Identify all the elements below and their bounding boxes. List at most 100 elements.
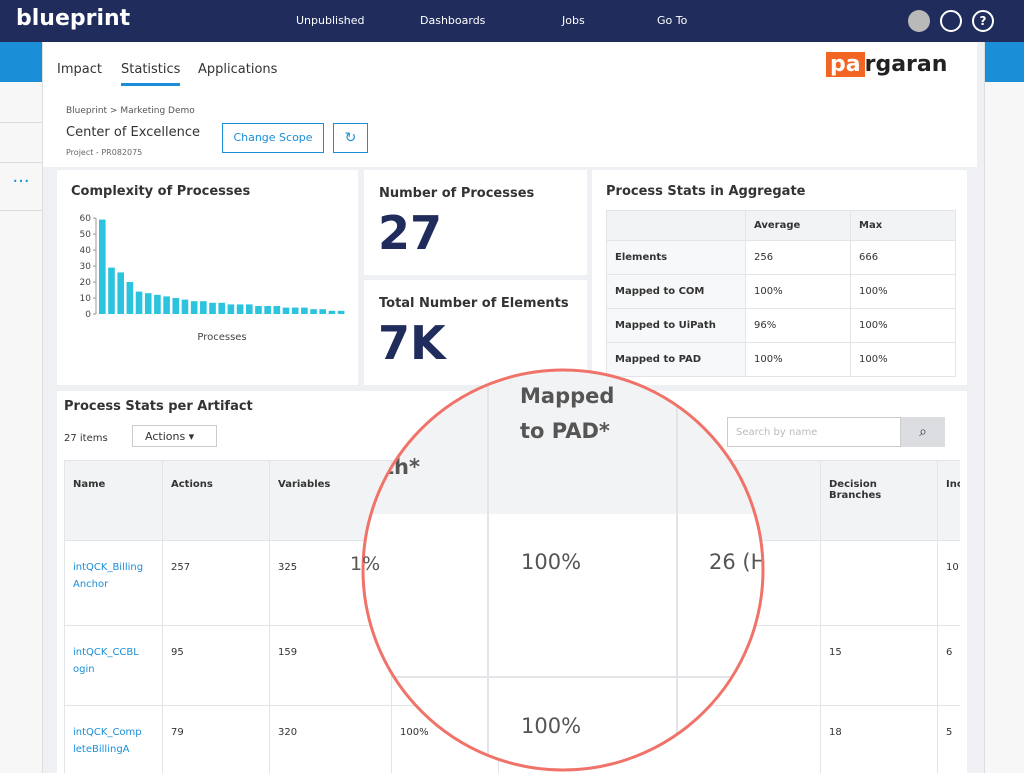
artifact-table-wrap: Name Actions Variables Mapped to COM* Decisi… [64,460,960,773]
bar [99,219,106,314]
tab[interactable]: Applications [198,62,278,77]
artifact-link[interactable]: intQCK_CCBLogin [64,625,163,706]
bar [154,294,161,314]
nav-item[interactable]: Dashboards [420,14,486,27]
cell: 100% [850,342,956,377]
bar [273,306,281,314]
y-tick-label: 60 [80,214,92,224]
cell: 100% [745,274,851,309]
y-tick-label: 50 [80,230,92,240]
search-button[interactable]: ⌕ [901,417,945,447]
change-scope-button[interactable]: Change Scope [222,123,324,153]
artifact-link[interactable]: intQCK_CompleteBillingA [64,705,163,773]
bar [172,298,180,314]
avatar[interactable] [908,10,930,32]
y-tick-label: 0 [85,310,91,320]
cell: 325 [269,540,392,626]
breadcrumb: Blueprint > Marketing Demo [66,106,195,116]
cell: 5 [937,705,960,773]
bar [163,296,170,314]
list-tab[interactable] [985,42,1024,82]
watermark-accent: pa [826,52,865,77]
bar [310,309,317,314]
cell: 95 [162,625,270,706]
y-tick-label: 30 [80,262,92,272]
cell: Mapped to PAD [606,342,746,377]
cell: 100% [391,625,499,706]
bar [319,309,327,314]
bar [200,301,207,314]
globe-tab[interactable] [0,42,42,82]
cell: 79 [162,705,270,773]
project-id: Project - PR082075 [66,148,143,157]
header-cell: Max [850,210,956,241]
complexity-panel: Complexity of Processes 0 10 20 30 40 50 60 Pro… [57,170,358,385]
bar [181,299,189,314]
bar [227,304,235,314]
header-cell: Average [745,210,851,241]
header-cell: Name [64,460,163,541]
nav-item[interactable]: Go To [657,14,688,27]
bar [282,307,290,314]
nav-item[interactable]: Unpublished [296,14,365,27]
cell [391,540,499,626]
search-input[interactable]: Search by name [727,417,901,447]
cell: 100% [850,308,956,343]
header-cell [498,460,821,541]
bar [190,301,198,314]
aggregate-panel: Process Stats in Aggregate Average Max Ele… [592,170,967,385]
bar [245,304,253,314]
cell: 18 [820,705,938,773]
cell: 100% [391,705,499,773]
refresh-button[interactable]: ↻ [333,123,368,153]
help-icon[interactable]: ? [972,10,994,32]
cell: 15 [820,625,938,706]
header-cell: Includes [937,460,960,541]
bar [236,304,244,314]
bar [218,302,226,314]
aggregate-row: Mapped to PAD 100% 100% [606,342,956,377]
artifact-panel: Process Stats per Artifact 27 items Acti… [57,391,967,773]
cell [498,625,821,706]
cell: 257 [162,540,270,626]
bar [144,293,152,314]
tab[interactable]: Impact [57,62,102,77]
logo[interactable]: blueprint [16,6,131,31]
stat-panel: Total Number of Elements 7K [364,280,587,385]
artifact-link[interactable]: intQCK_BillingAnchor [64,540,163,626]
settings-icon[interactable] [940,10,962,32]
cell: 96% [745,308,851,343]
stat-value: 7K [378,316,446,370]
cell [498,705,821,773]
artifact-table: Name Actions Variables Mapped to COM* Decisi… [64,460,960,773]
stat-label: Number of Processes [379,186,535,201]
cube-tab[interactable] [0,82,42,123]
watermark-rest: rgaran [864,52,948,77]
chart-title: Complexity of Processes [71,184,251,199]
cell: Mapped to UiPath [606,308,746,343]
aggregate-table: Average Max Elements 256 666 Mapped to COM 100… [606,210,956,377]
item-count: 27 items [64,433,108,444]
cell: 10 [937,540,960,626]
cell: 159 [269,625,392,706]
aggregate-row: Mapped to COM 100% 100% [606,274,956,309]
watermark: pa rgaran [826,52,947,77]
more-tab[interactable]: ··· [0,162,42,211]
header-cell: Actions [162,460,270,541]
scope-title: Center of Excellence [66,125,200,140]
stat-label: Total Number of Elements [379,296,569,311]
actions-dropdown[interactable]: Actions ▾ [132,425,217,447]
bar [291,307,299,314]
artifact-title: Process Stats per Artifact [64,399,253,414]
nav-item[interactable]: Jobs [562,14,585,27]
tab[interactable]: Statistics [121,62,181,86]
header-area [43,42,977,167]
actions-label: Actions [145,430,186,443]
doc-tab[interactable] [0,122,42,163]
cell: 100% [850,274,956,309]
aggregate-row: Elements 256 666 [606,240,956,275]
x-axis-label: Processes [197,332,246,343]
aggregate-header: Average Max [606,210,956,241]
